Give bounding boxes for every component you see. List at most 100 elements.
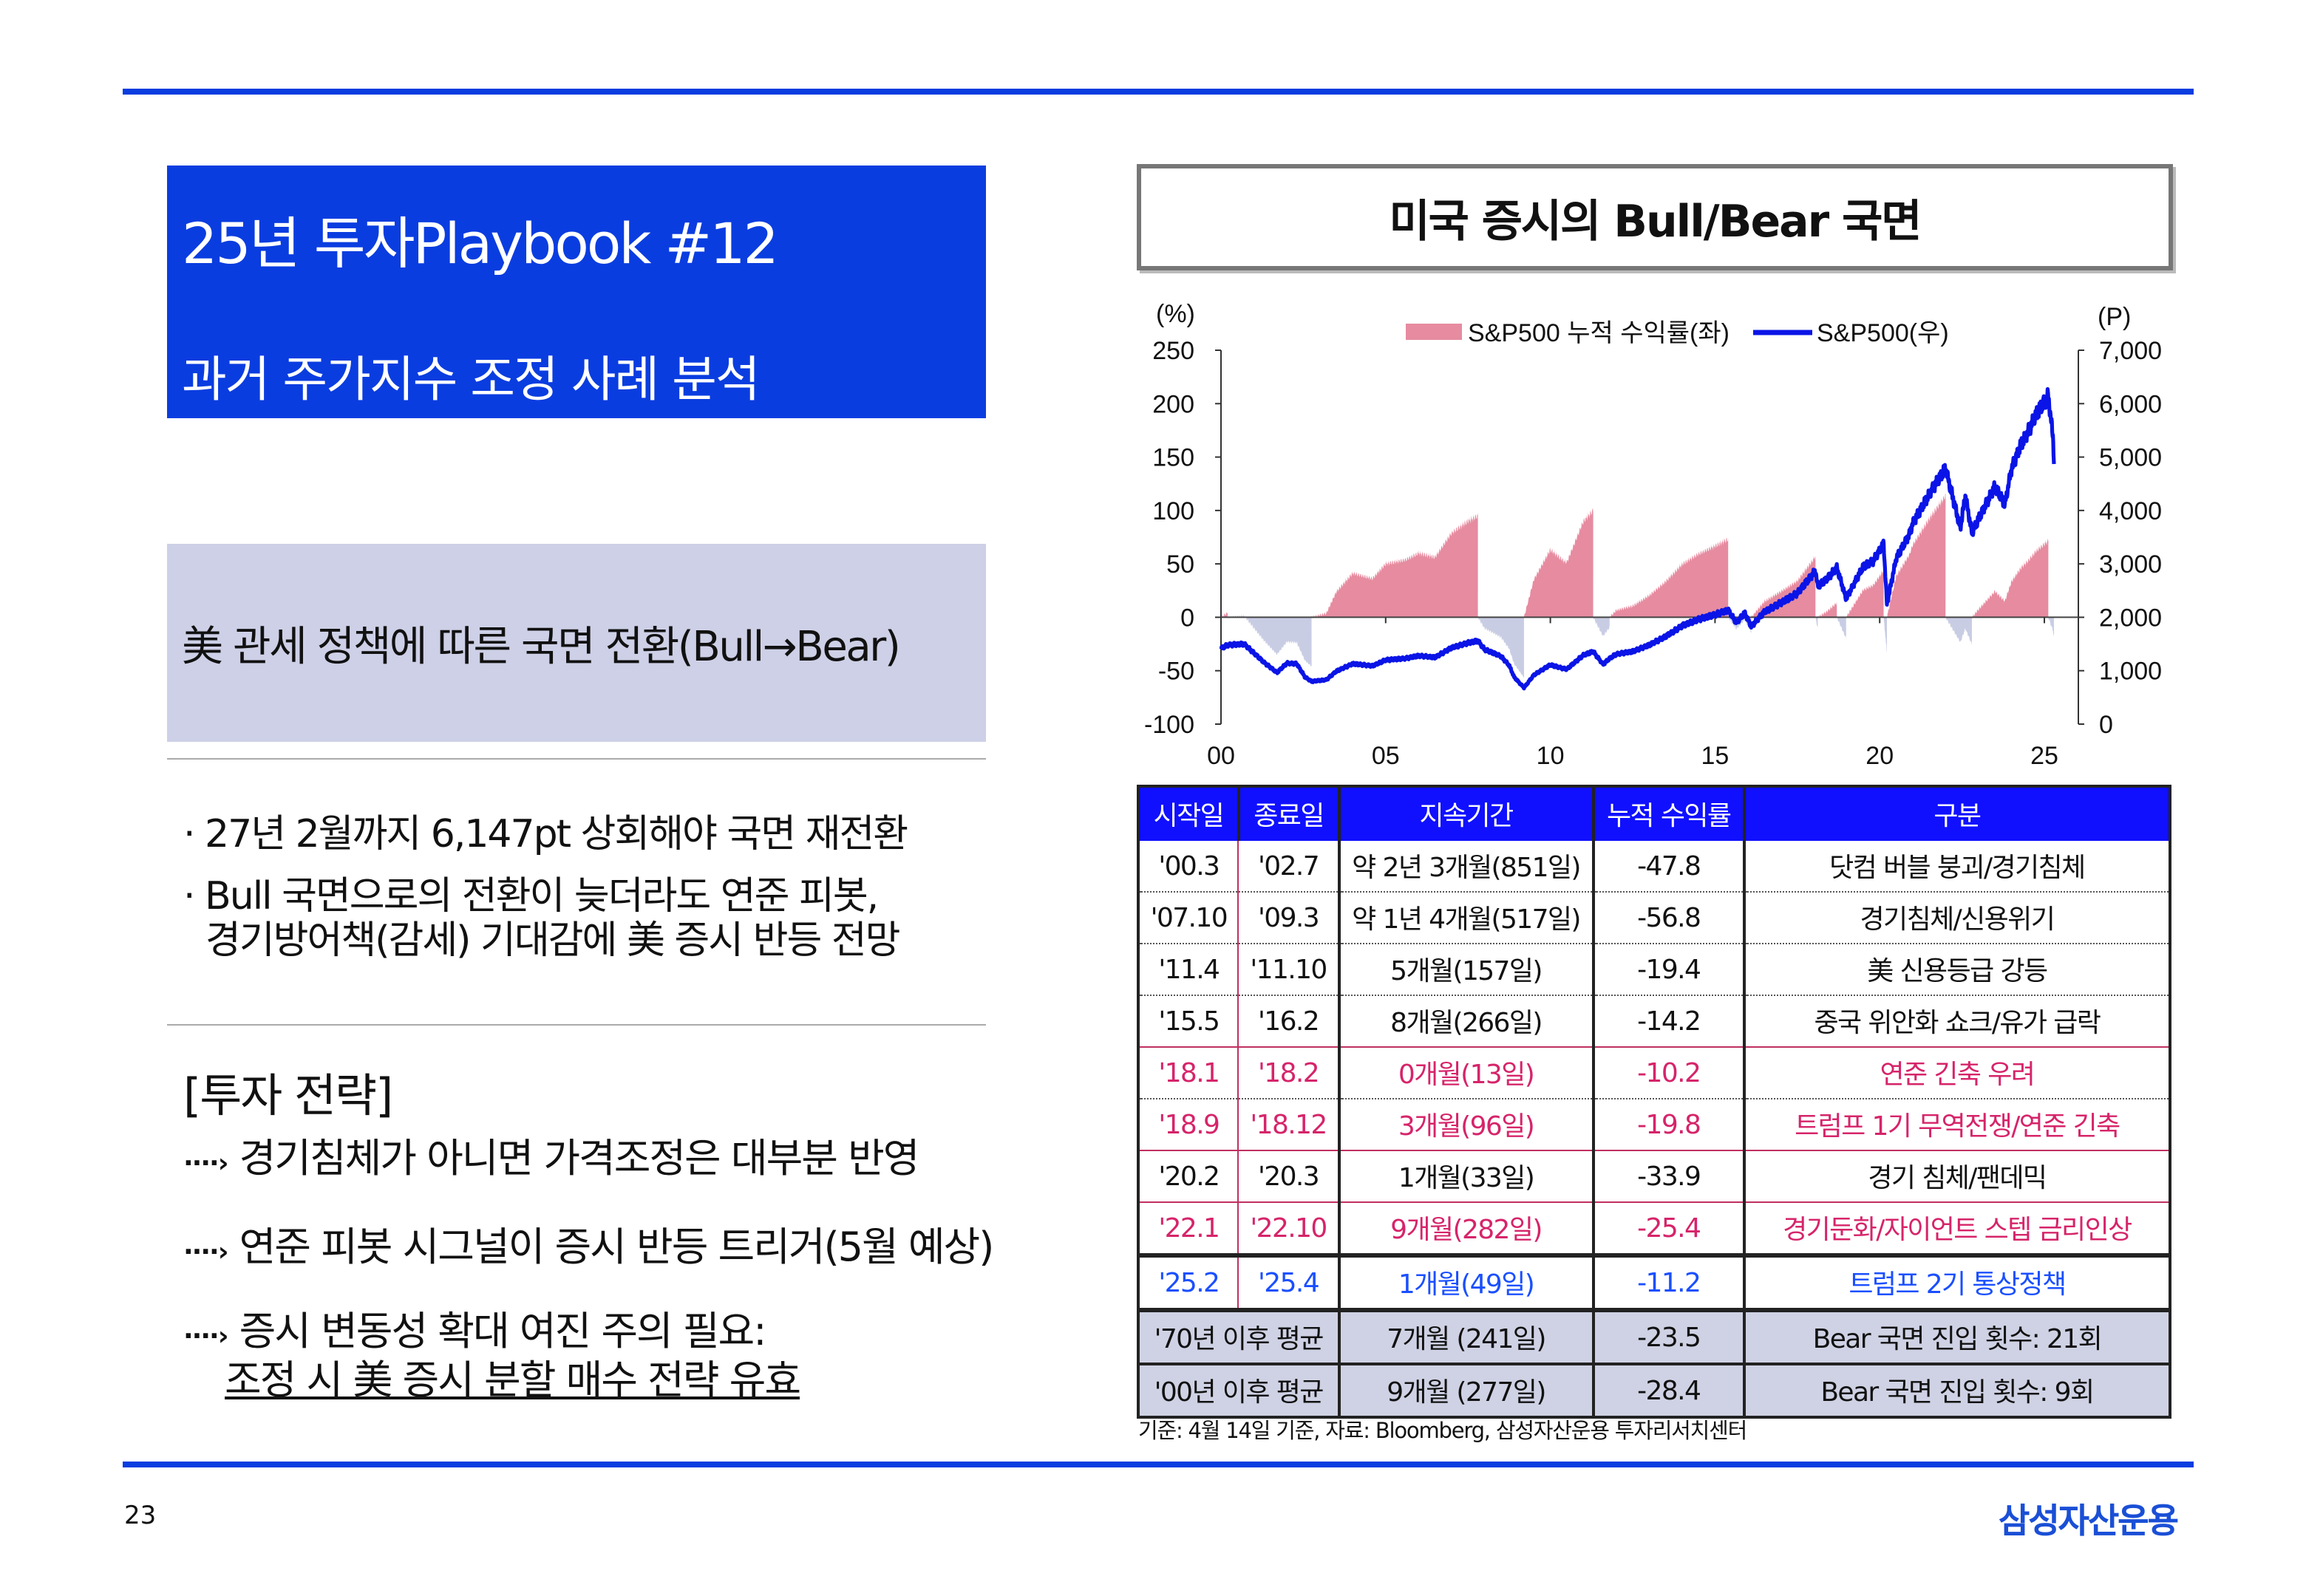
legend-label-return: S&P500 누적 수익률(좌): [1468, 319, 1730, 347]
bear-area: [1593, 617, 1610, 636]
bear-area: [1945, 616, 1972, 644]
left-tick-label: 0: [1180, 604, 1194, 632]
cell-start-date: '18.1: [1138, 1047, 1239, 1099]
cell-cumulative-return: -25.4: [1593, 1202, 1746, 1258]
strategy-item-text: 경기침체가 아니면 가격조정은 대부분 반영: [239, 1136, 920, 1182]
left-tick-label: 250: [1152, 337, 1194, 365]
bull-area: [1846, 567, 1884, 618]
cell-start-date: '15.5: [1138, 995, 1239, 1048]
cell-duration: 약 1년 4개월(517일): [1339, 892, 1595, 944]
arrow-icon: ····›: [183, 1321, 229, 1352]
cell-cumulative-return: -47.8: [1593, 841, 1746, 893]
cell-duration: 5개월(157일): [1339, 944, 1595, 996]
x-tick-label: 05: [1372, 742, 1400, 770]
sp500-chart: 250200150100500-50-1007,0006,0005,0004,0…: [1144, 300, 2162, 770]
cell-category: 경기 침체/팬데믹: [1744, 1150, 2172, 1203]
bull-area: [1523, 507, 1594, 618]
cell-category: 美 신용등급 강등: [1744, 944, 2172, 996]
table-row: '20.2'20.3 1개월(33일) -33.9 경기 침체/팬데믹: [1138, 1150, 2172, 1203]
page-number: 23: [124, 1501, 157, 1531]
bull-area: [1311, 512, 1478, 619]
bear-area: [1477, 615, 1524, 678]
avg-cell: '00년 이후 평균: [1138, 1364, 1341, 1419]
average-row: '00년 이후 평균 9개월 (277일) -28.4 Bear 국면 진입 횟수: …: [1138, 1364, 2172, 1419]
cell-end-date: '09.3: [1238, 892, 1341, 944]
bullet-2-cont: 경기방어책(감세) 기대감에 美 증시 반등 전망: [205, 919, 901, 964]
header-duration: 지속기간: [1339, 786, 1595, 841]
average-row: '70년 이후 평균 7개월 (241일) -23.5 Bear 국면 진입 횟수: …: [1138, 1310, 2172, 1365]
right-tick-label: 7,000: [2099, 337, 2162, 365]
right-tick-label: 2,000: [2099, 604, 2162, 632]
bear-market-table: 시작일 종료일 지속기간 누적 수익률 구분 '00.3'02.7 약 2년 3개월(85…: [1137, 785, 2172, 1419]
table-row: '18.1'18.2 0개월(13일) -10.2 연준 긴축 우려: [1138, 1047, 2172, 1099]
divider: [167, 1024, 986, 1026]
strategy-item-2: ····› 연준 피봇 시그널이 증시 반등 트리거(5월 예상): [183, 1224, 995, 1278]
cell-cumulative-return: -56.8: [1593, 892, 1746, 944]
cell-start-date: '07.10: [1138, 892, 1239, 944]
cell-cumulative-return: -19.4: [1593, 944, 1746, 996]
strategy-item-text: 연준 피봇 시그널이 증시 반등 트리거(5월 예상): [239, 1225, 995, 1271]
avg-cell: 9개월 (277일): [1339, 1364, 1595, 1419]
cell-category: 트럼프 1기 무역전쟁/연준 긴축: [1744, 1099, 2172, 1151]
cell-duration: 8개월(266일): [1339, 995, 1595, 1048]
cell-category: 트럼프 2기 통상정책: [1744, 1255, 2172, 1312]
cell-end-date: '22.10: [1238, 1202, 1341, 1258]
right-tick-label: 4,000: [2099, 497, 2162, 525]
strategy-item-1: ····› 경기침체가 아니면 가격조정은 대부분 반영: [183, 1135, 920, 1190]
cell-end-date: '02.7: [1238, 841, 1341, 893]
page-subtitle: 과거 주가지수 조정 사례 분석: [182, 350, 761, 408]
cell-end-date: '18.2: [1238, 1047, 1341, 1099]
cell-category: 중국 위안화 쇼크/유가 급락: [1744, 995, 2172, 1048]
strategy-item-text: 증시 변동성 확대 여진 주의 필요:: [239, 1309, 767, 1355]
cell-cumulative-return: -11.2: [1593, 1255, 1746, 1312]
page-title: 25년 투자Playbook #12: [182, 211, 779, 276]
cell-start-date: '20.2: [1138, 1150, 1239, 1203]
left-tick-label: 200: [1152, 390, 1194, 418]
cell-end-date: '16.2: [1238, 995, 1341, 1048]
headline-box: 美 관세 정책에 따른 국면 전환(Bull→Bear): [167, 544, 986, 742]
header-end-date: 종료일: [1238, 786, 1341, 841]
avg-cell: -28.4: [1593, 1364, 1746, 1419]
table-row: '15.5'16.2 8개월(266일) -14.2 중국 위안화 쇼크/유가 급락: [1138, 995, 2172, 1048]
left-tick-label: 50: [1166, 550, 1194, 579]
cell-start-date: '22.1: [1138, 1202, 1239, 1258]
cell-duration: 1개월(33일): [1339, 1150, 1595, 1203]
x-tick-label: 15: [1701, 742, 1729, 770]
legend-swatch-return: [1406, 324, 1462, 340]
title-box: 25년 투자Playbook #12 과거 주가지수 조정 사례 분석: [167, 166, 986, 418]
cell-duration: 0개월(13일): [1339, 1047, 1595, 1099]
bear-area: [1227, 614, 1312, 667]
x-tick-label: 20: [1865, 742, 1894, 770]
cell-duration: 3개월(96일): [1339, 1099, 1595, 1151]
cell-cumulative-return: -19.8: [1593, 1099, 1746, 1151]
left-tick-label: 150: [1152, 444, 1194, 472]
bull-area: [1609, 537, 1729, 618]
headline: 美 관세 정책에 따른 국면 전환(Bull→Bear): [182, 622, 901, 671]
bullet-2: · Bull 국면으로의 전환이 늦더라도 연준 피봇,: [183, 875, 879, 919]
chart-title: 미국 증시의 Bull/Bear 국면: [1137, 164, 2173, 270]
legend-label-sp500: S&P500(우): [1817, 319, 1949, 347]
table-row: '11.4'11.10 5개월(157일) -19.4 美 신용등급 강등: [1138, 944, 2172, 996]
table-row: '18.9'18.12 3개월(96일) -19.8 트럼프 1기 무역전쟁/연준 긴…: [1138, 1099, 2172, 1151]
table-header-row: 시작일 종료일 지속기간 누적 수익률 구분: [1138, 786, 2172, 841]
cell-category: 경기둔화/자이언트 스텝 금리인상: [1744, 1202, 2172, 1258]
cell-end-date: '20.3: [1238, 1150, 1341, 1203]
table-row: '07.10'09.3 약 1년 4개월(517일) -56.8 경기침체/신용위기: [1138, 892, 2172, 944]
avg-cell: 7개월 (241일): [1339, 1310, 1595, 1365]
avg-cell: -23.5: [1593, 1310, 1746, 1365]
cell-start-date: '00.3: [1138, 841, 1239, 893]
cell-category: 연준 긴축 우려: [1744, 1047, 2172, 1099]
bullet-1: · 27년 2월까지 6,147pt 상회해야 국면 재전환: [183, 813, 908, 857]
right-tick-label: 3,000: [2099, 550, 2162, 579]
cell-end-date: '11.10: [1238, 944, 1341, 996]
bear-area: [1837, 616, 1846, 639]
strategy-heading: [투자 전략]: [183, 1070, 393, 1123]
avg-cell: Bear 국면 진입 횟수: 9회: [1744, 1364, 2172, 1419]
table-row: '00.3'02.7 약 2년 3개월(851일) -47.8 닷컴 버블 붕괴/경기…: [1138, 841, 2172, 893]
x-tick-label: 10: [1537, 742, 1565, 770]
header-start-date: 시작일: [1138, 786, 1240, 841]
avg-cell: Bear 국면 진입 횟수: 21회: [1744, 1310, 2172, 1365]
left-tick-label: -50: [1158, 658, 1194, 686]
cell-start-date: '11.4: [1138, 944, 1239, 996]
